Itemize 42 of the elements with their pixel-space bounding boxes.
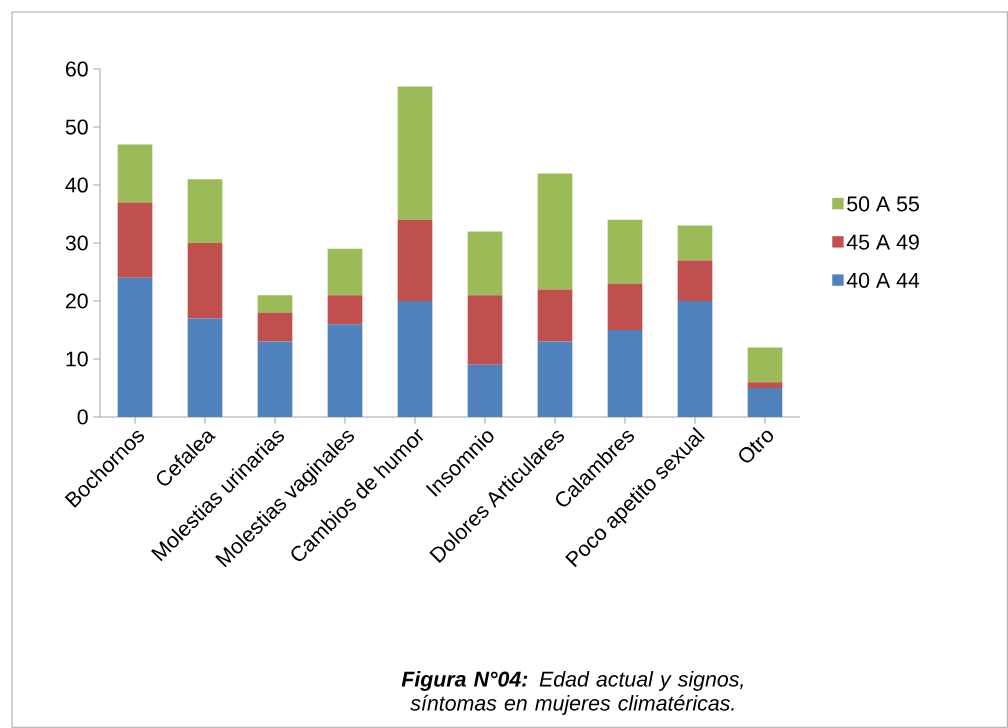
bar [677, 225, 713, 261]
bar [607, 330, 643, 417]
bar [257, 341, 293, 417]
bar [397, 300, 433, 417]
bar [187, 318, 223, 417]
bar [397, 219, 433, 301]
bar [537, 341, 573, 417]
bar [257, 295, 293, 313]
bar [117, 202, 153, 278]
bar [187, 179, 223, 243]
bar [537, 289, 573, 342]
y-tick-label: 50 [65, 119, 88, 135]
bar [397, 86, 433, 220]
text: Figura N°04: Edad actual y signos, síntomas en mujeres climatéricas. [401, 671, 743, 715]
bar [747, 382, 783, 388]
bar [467, 295, 503, 365]
bar [187, 243, 223, 319]
bar [117, 277, 153, 417]
bar [537, 173, 573, 290]
legend-label: 50 A 55 [847, 196, 919, 212]
y-tick-label: 20 [65, 293, 88, 309]
bar [747, 387, 783, 417]
bar [467, 231, 503, 296]
y-tick-label: 0 [77, 409, 88, 425]
bar [607, 283, 643, 330]
bar [327, 324, 363, 417]
legend-label: 40 A 44 [846, 272, 920, 288]
bar [327, 248, 363, 296]
x-tick-label: Otro [739, 430, 774, 463]
bar [607, 219, 643, 284]
y-tick-label: 60 [65, 61, 88, 77]
bar [257, 312, 293, 342]
y-tick-label: 10 [66, 351, 88, 367]
bar [467, 364, 503, 417]
y-tick-label: 40 [65, 177, 88, 193]
bar [327, 295, 363, 325]
bar [747, 347, 783, 383]
bar [677, 260, 713, 301]
legend-label: 45 A 49 [846, 234, 919, 250]
bar [677, 300, 713, 417]
y-tick-label: 30 [65, 235, 88, 251]
bar [117, 144, 153, 203]
